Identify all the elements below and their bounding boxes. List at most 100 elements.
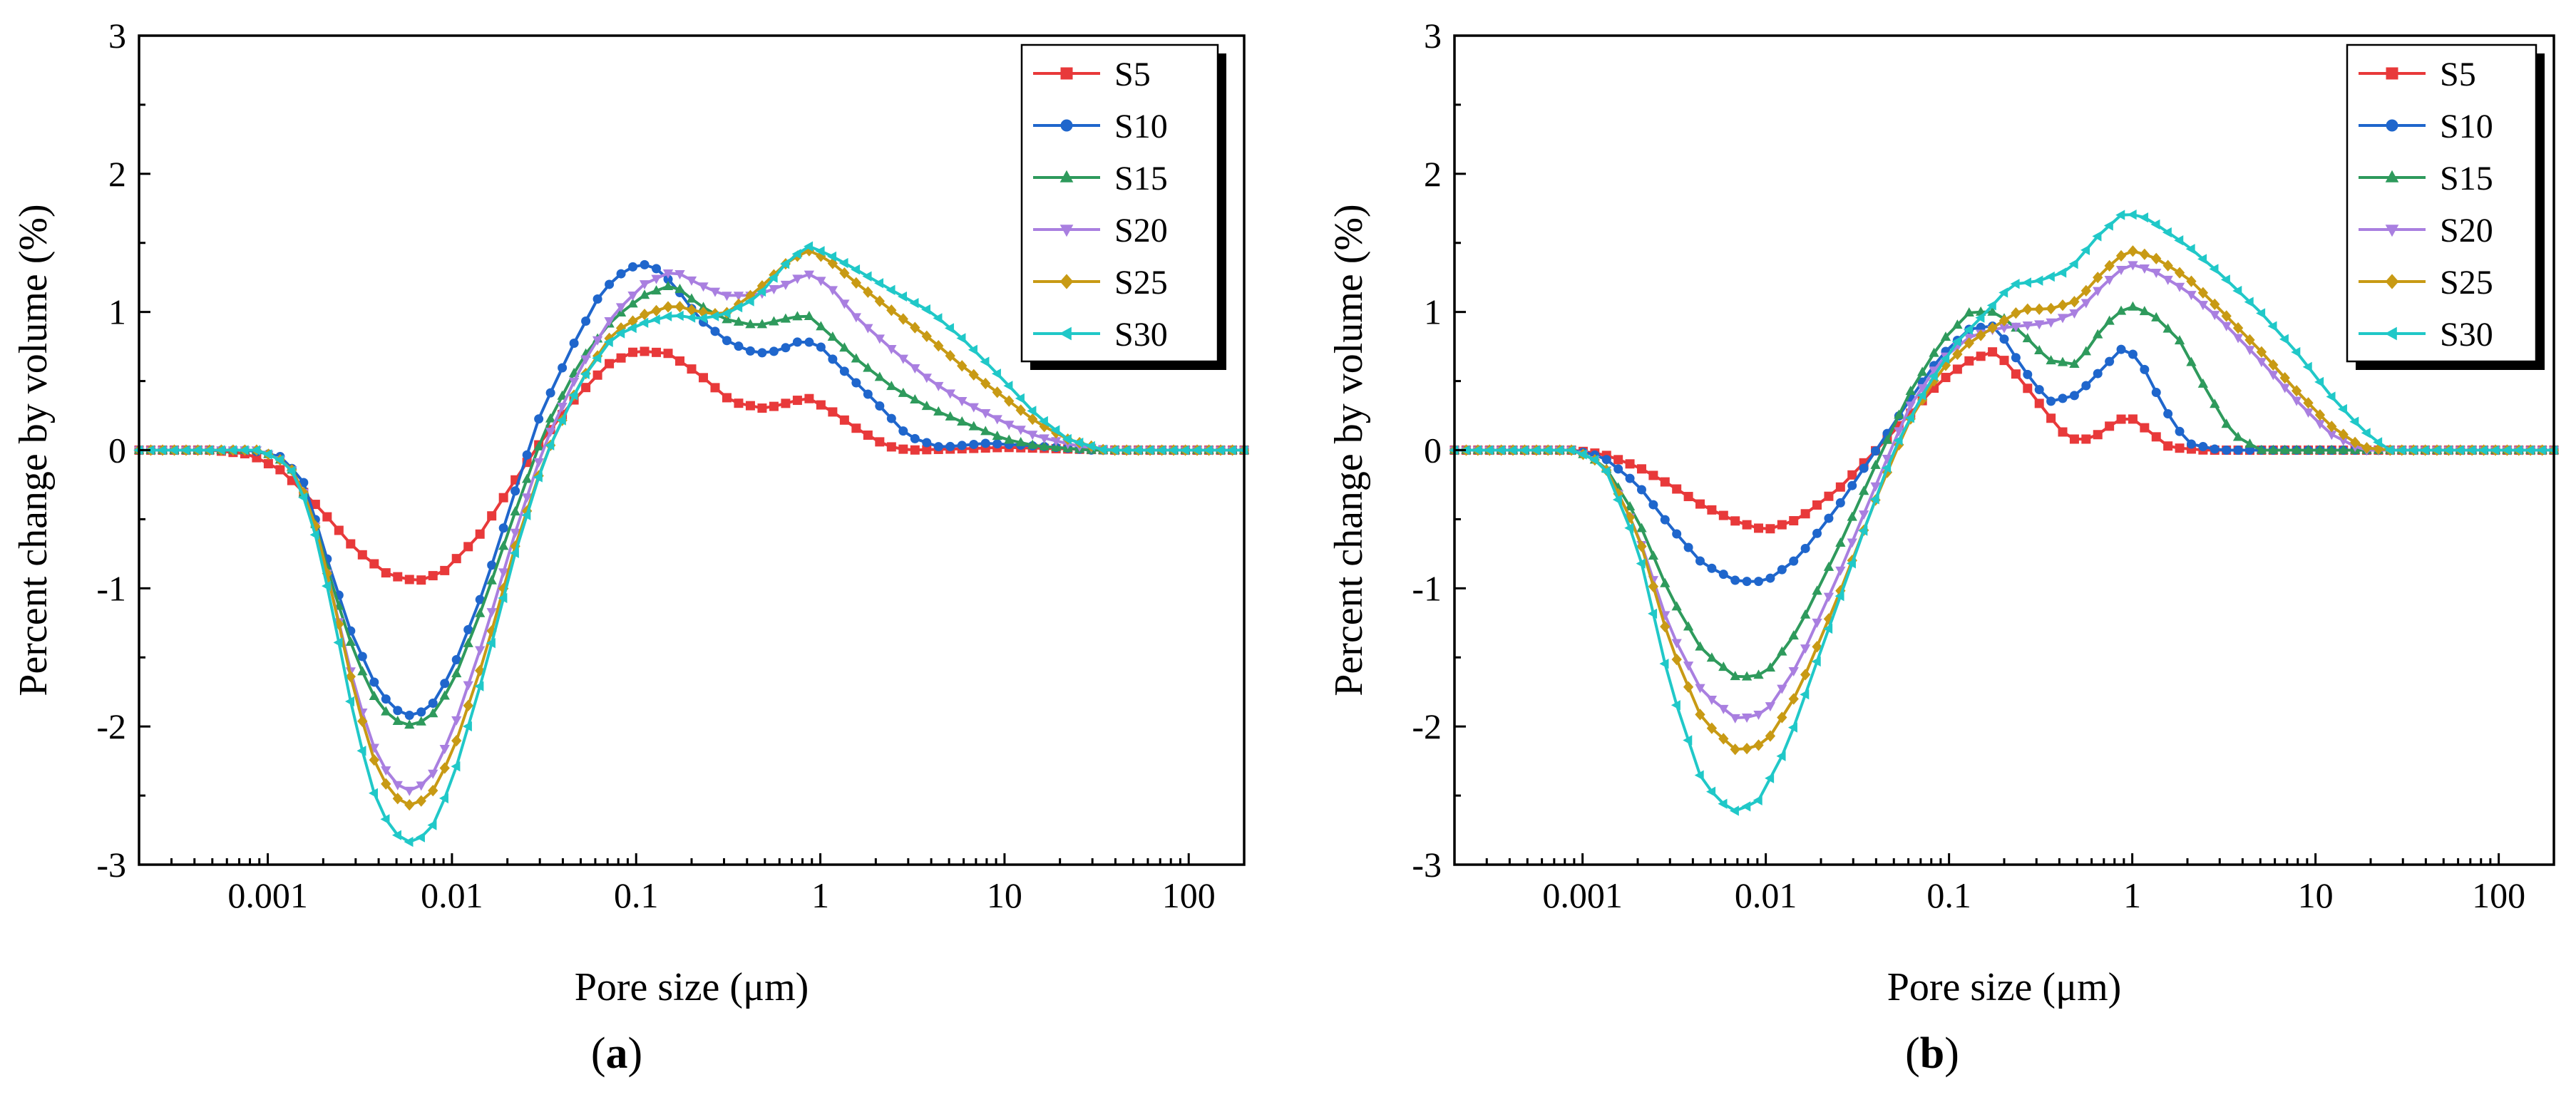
legend-item-s20: S20 [1033, 212, 1168, 249]
series-point [1788, 693, 1799, 705]
series-point [1613, 464, 1623, 474]
series-point [639, 309, 650, 321]
series-point [816, 250, 826, 262]
series-point [215, 445, 225, 455]
series-point [1917, 383, 1928, 393]
series-point [415, 832, 425, 843]
series-point [2068, 259, 2078, 269]
series-point [604, 317, 615, 327]
series-point [650, 314, 660, 325]
series-point [1753, 739, 1764, 751]
legend-label: S25 [2440, 264, 2493, 302]
series-point [1904, 413, 1914, 423]
x-tick-label: 100 [1162, 875, 1216, 915]
series-point [2279, 383, 2290, 393]
series-point [439, 690, 450, 700]
series-point [1730, 575, 1740, 585]
y-tick-label: -1 [1412, 568, 1442, 608]
series-point [1800, 609, 1811, 619]
series-point [1039, 441, 1050, 451]
series-point [1894, 427, 1904, 437]
series-point [2244, 446, 2254, 455]
series-point [1730, 714, 1740, 724]
series-point [1707, 505, 1717, 515]
series-point [957, 360, 968, 372]
series-point [1999, 356, 2009, 366]
series-point [2232, 334, 2244, 344]
series-point [486, 575, 497, 585]
series-point [2092, 231, 2102, 242]
series-point [2022, 321, 2033, 331]
series-point [2139, 306, 2150, 316]
series-point [1683, 681, 1694, 693]
series-point [2303, 397, 2314, 409]
series-point [1707, 563, 1717, 573]
series-point [816, 277, 826, 287]
series-point [498, 540, 509, 550]
series-point [933, 339, 944, 352]
series-point [298, 492, 308, 503]
series-point [969, 439, 979, 449]
series-point [2419, 445, 2429, 455]
series-point [369, 743, 379, 753]
series-point [580, 369, 590, 380]
series-point [381, 766, 391, 776]
series-point [310, 500, 320, 510]
series-point [2326, 431, 2337, 441]
series-point [933, 313, 943, 324]
series-point [2244, 297, 2254, 307]
series-point [392, 793, 403, 805]
series-point [1612, 494, 1622, 505]
series-point [416, 795, 426, 807]
series-point [2093, 329, 2103, 339]
series-point [627, 291, 638, 301]
series-point [792, 274, 803, 284]
legend-label: S5 [1114, 56, 1151, 93]
legend-marker [1059, 274, 1074, 289]
series-point [2011, 369, 2021, 379]
series-point [356, 746, 366, 756]
series-point [1648, 500, 1658, 510]
series-point [1132, 445, 1142, 455]
legend-marker [1059, 326, 1072, 341]
series-point [2536, 445, 2546, 455]
series-point [815, 246, 825, 257]
series-point [2151, 432, 2161, 442]
series-point [1577, 449, 1587, 460]
y-tick-label: 2 [1424, 154, 1442, 194]
series-point [369, 677, 379, 687]
series-point [239, 445, 249, 455]
series-point [980, 409, 991, 419]
series-point [1027, 413, 1038, 426]
series-point [615, 328, 625, 339]
series-point [922, 445, 932, 455]
series-point [428, 708, 438, 718]
series-point [1940, 359, 1951, 371]
series-point [744, 296, 754, 307]
series-s5 [1449, 347, 2559, 534]
series-point [2151, 312, 2162, 321]
series-point [510, 506, 520, 516]
series-point [1683, 621, 1694, 631]
series-point [299, 478, 309, 488]
series-point [1695, 684, 1705, 694]
series-point [2081, 434, 2091, 444]
series-point [686, 276, 697, 286]
series-point [980, 356, 990, 367]
series-point [968, 369, 979, 381]
series-point [734, 398, 744, 408]
series-point [851, 378, 861, 388]
series-point [2174, 267, 2185, 279]
series-point [651, 285, 662, 295]
series-point [2046, 302, 2056, 314]
legend-item-s5: S5 [1033, 56, 1151, 93]
series-point [2115, 305, 2127, 315]
series-point [2303, 444, 2314, 454]
series-point [439, 762, 450, 774]
series-point [1672, 529, 1682, 539]
series-point [2349, 416, 2359, 427]
series-point [1847, 470, 1857, 480]
legend-marker [1060, 67, 1073, 80]
series-point [545, 413, 556, 423]
series-point [628, 347, 638, 357]
